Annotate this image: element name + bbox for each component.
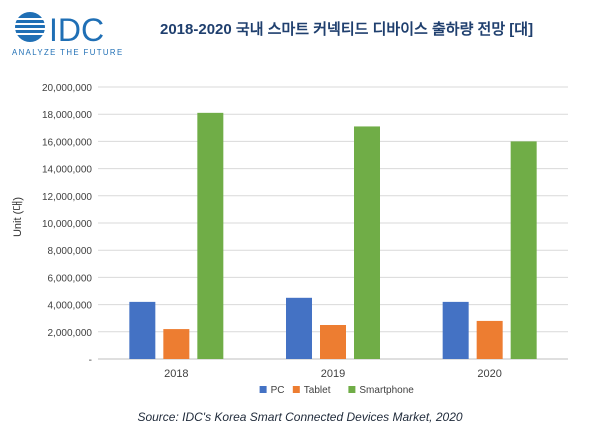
y-tick-label: 14,000,000: [42, 165, 92, 176]
logo-tagline: ANALYZE THE FUTURE: [12, 48, 124, 57]
y-tick-label: 4,000,000: [48, 301, 93, 312]
grid: [98, 86, 568, 360]
bar-tablet-2020: [476, 320, 503, 359]
y-tick-label: 18,000,000: [42, 110, 92, 121]
bar-tablet-2018: [163, 329, 190, 359]
x-tick-label: 2019: [321, 368, 345, 380]
bar-pc-2018: [129, 301, 156, 359]
y-tick-label: 20,000,000: [42, 83, 92, 94]
logo-wordmark: IDC: [49, 12, 104, 48]
y-axis-label: Unit (대): [11, 197, 24, 237]
y-tick-label: 10,000,000: [42, 219, 92, 230]
legend-swatch-smartphone: [348, 386, 356, 393]
legend-swatch-pc: [259, 386, 267, 393]
legend-swatch-tablet: [292, 386, 300, 393]
bar-pc-2019: [286, 297, 312, 359]
legend-label-smartphone: Smartphone: [359, 385, 414, 396]
y-axis: - 2,000,000 4,000,000 6,000,000 8,000,000 10,…: [42, 83, 92, 366]
idc-logo: IDC ANALYZE THE FUTURE: [12, 12, 124, 57]
chart-title: 2018-2020 국내 스마트 커넥티드 디바이스 출하량 전망 [대]: [160, 21, 534, 38]
legend-label-pc: PC: [271, 385, 285, 396]
bar-smartphone-2018: [197, 112, 224, 359]
bar-smartphone-2019: [354, 126, 380, 359]
y-tick-label: 6,000,000: [48, 273, 93, 284]
y-tick-label: 16,000,000: [42, 137, 92, 148]
y-tick-label: 8,000,000: [48, 246, 93, 257]
x-tick-label: 2018: [164, 368, 188, 380]
globe-icon: [15, 12, 45, 42]
x-tick-label: 2020: [477, 368, 501, 380]
x-axis: 2018 2019 2020: [164, 368, 502, 380]
y-tick-label: -: [89, 355, 92, 366]
bar-pc-2020: [442, 301, 469, 359]
bar-tablet-2019: [320, 325, 346, 359]
y-tick-label: 2,000,000: [48, 328, 93, 339]
legend: PC Tablet Smartphone: [259, 385, 414, 396]
bar-smartphone-2020: [510, 141, 537, 359]
source-note: Source: IDC's Korea Smart Connected Devi…: [137, 410, 463, 424]
legend-label-tablet: Tablet: [304, 385, 331, 396]
y-tick-label: 12,000,000: [42, 192, 92, 203]
bars: [129, 112, 537, 359]
